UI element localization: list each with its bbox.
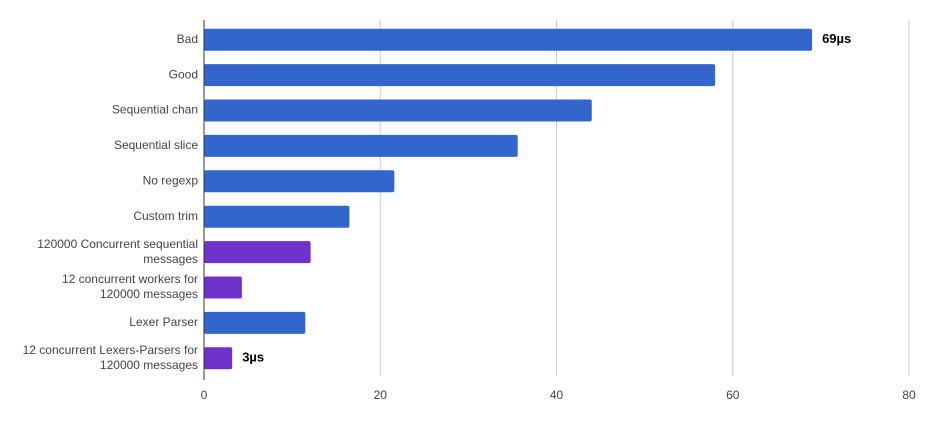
bar bbox=[204, 134, 518, 157]
bar bbox=[204, 241, 311, 264]
bar bbox=[204, 311, 306, 334]
y-tick-label: Good bbox=[169, 67, 198, 81]
bar bbox=[204, 99, 592, 122]
bar bbox=[204, 205, 350, 228]
y-tick-label: Custom trim bbox=[133, 209, 198, 223]
y-tick-label: messages bbox=[143, 252, 198, 266]
x-tick-label: 20 bbox=[374, 388, 388, 402]
bar bbox=[204, 28, 813, 51]
value-label: 69µs bbox=[822, 31, 851, 46]
y-tick-label: No regexp bbox=[143, 173, 199, 187]
x-tick-label: 40 bbox=[550, 388, 564, 402]
x-tick-label: 0 bbox=[201, 388, 208, 402]
y-tick-label: Lexer Parser bbox=[129, 315, 198, 329]
y-tick-label: Sequential chan bbox=[112, 103, 198, 117]
bar bbox=[204, 170, 395, 193]
bar bbox=[204, 64, 716, 87]
y-tick-label: 120000 messages bbox=[100, 287, 198, 301]
y-tick-label: Bad bbox=[177, 32, 198, 46]
y-tick-label: Sequential slice bbox=[114, 138, 198, 152]
x-tick-label: 80 bbox=[902, 388, 916, 402]
bar bbox=[204, 347, 233, 370]
y-tick-label: 12 concurrent workers for bbox=[62, 272, 198, 286]
value-label: 3µs bbox=[242, 350, 264, 365]
x-tick-label: 60 bbox=[726, 388, 740, 402]
y-tick-label: 120000 Concurrent sequential bbox=[37, 237, 198, 251]
y-tick-label: 12 concurrent Lexers-Parsers for bbox=[23, 343, 198, 357]
y-tick-label: 120000 messages bbox=[100, 358, 198, 372]
bar bbox=[204, 276, 242, 299]
